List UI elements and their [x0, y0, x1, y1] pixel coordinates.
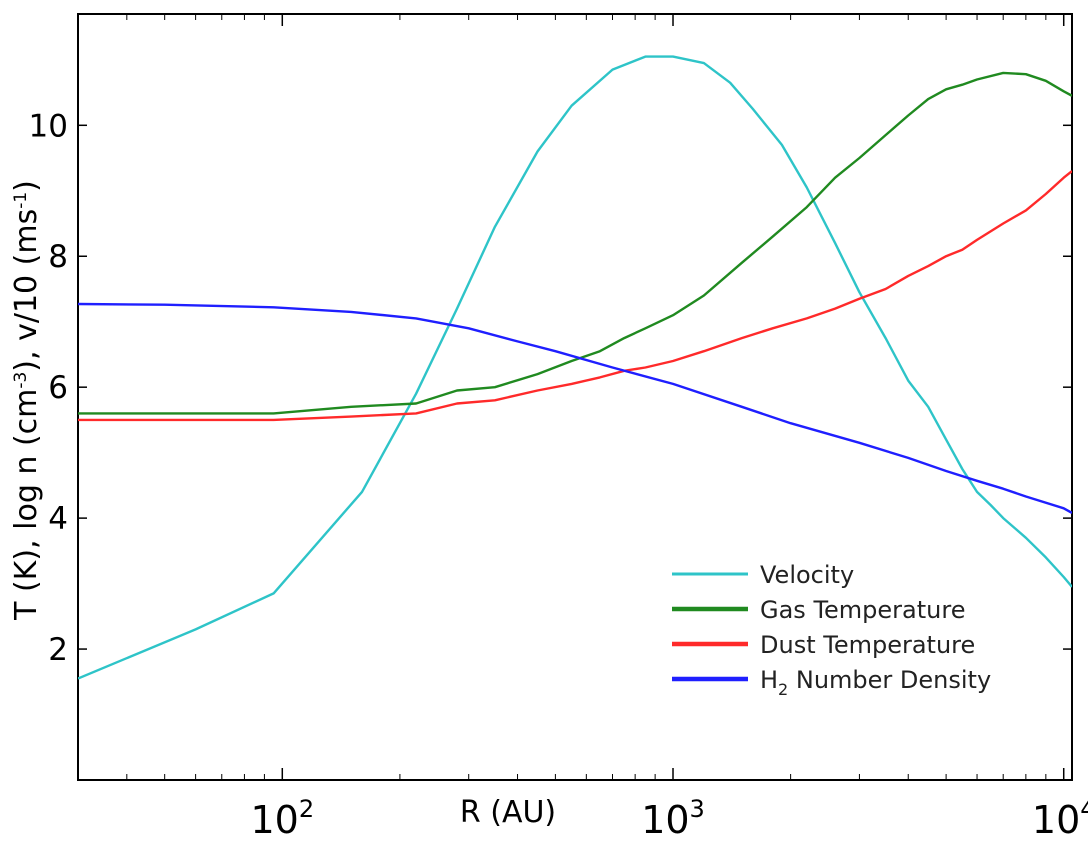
x-tick-label: 104: [1032, 795, 1088, 842]
series-line-h-number-density: [78, 302, 1072, 514]
legend-label: Velocity: [760, 561, 854, 589]
legend: Velocity Gas Temperature Dust Temperature H…: [672, 561, 991, 699]
y-axis-label: T (K), log n (cm-3), v/10 (ms-1): [9, 180, 44, 621]
y-tick-label: 10: [29, 108, 68, 144]
y-tick-label: 8: [48, 239, 68, 275]
series-line-velocity: [78, 55, 1072, 680]
plot-frame: [77, 13, 1073, 781]
y-tick-label: 4: [48, 501, 68, 537]
plot-area: [77, 13, 1073, 781]
x-tick-label: 103: [641, 795, 705, 842]
legend-label: Gas Temperature: [760, 596, 965, 624]
legend-label: H2 Number Density: [760, 666, 991, 699]
tick-labels: 2 4 6 8 10 102 103 104: [29, 108, 1088, 842]
axis-ticks: [77, 14, 1072, 780]
y-tick-label: 6: [48, 370, 68, 406]
y-tick-label: 2: [48, 632, 68, 668]
x-tick-label: 102: [250, 795, 314, 842]
legend-label: Dust Temperature: [760, 631, 975, 659]
series-layer: [78, 55, 1072, 680]
series-line-dust-temperature: [78, 170, 1072, 422]
x-axis-label: R (AU): [460, 795, 556, 830]
series-line-gas-temperature: [78, 71, 1072, 415]
